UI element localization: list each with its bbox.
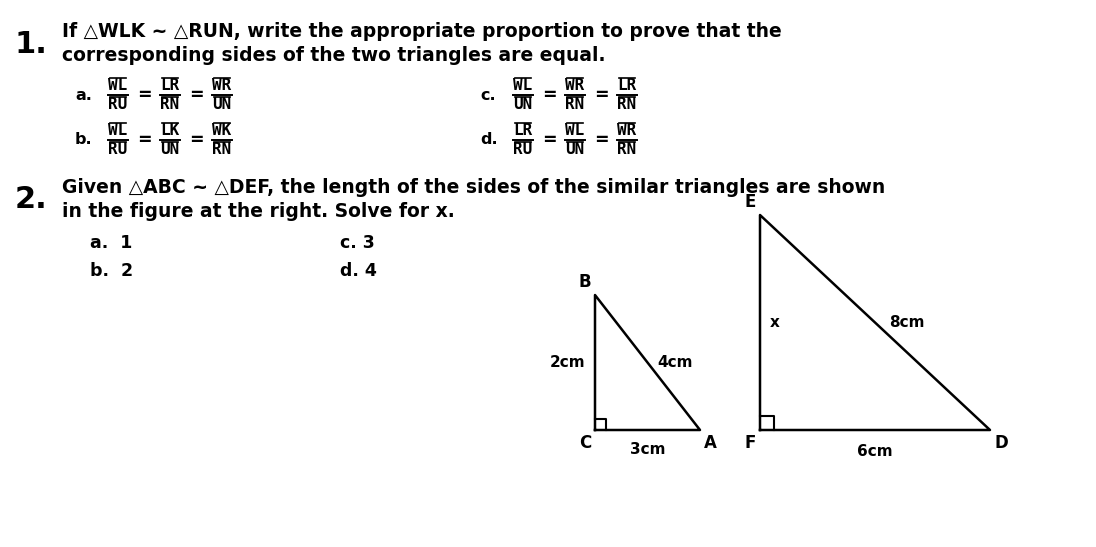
Text: a.  1: a. 1	[90, 234, 133, 252]
Text: WR: WR	[617, 123, 637, 138]
Text: RN: RN	[617, 142, 637, 157]
Text: =: =	[137, 131, 151, 149]
Text: =: =	[594, 86, 608, 104]
Text: 4cm: 4cm	[658, 355, 693, 370]
Text: d.: d.	[480, 132, 498, 148]
Text: RN: RN	[566, 97, 584, 112]
Text: =: =	[541, 86, 557, 104]
Text: 2cm: 2cm	[549, 355, 585, 370]
Text: UN: UN	[566, 142, 584, 157]
Text: 8cm: 8cm	[889, 315, 925, 330]
Text: d. 4: d. 4	[340, 262, 377, 280]
Text: b.  2: b. 2	[90, 262, 133, 280]
Text: WL: WL	[109, 78, 127, 93]
Text: RU: RU	[109, 97, 127, 112]
Text: UN: UN	[213, 97, 231, 112]
Text: Given △ABC ~ △DEF, the length of the sides of the similar triangles are shown: Given △ABC ~ △DEF, the length of the sid…	[62, 178, 886, 197]
Text: 6cm: 6cm	[857, 444, 893, 459]
Text: RN: RN	[617, 97, 637, 112]
Text: LK: LK	[160, 123, 180, 138]
Text: A: A	[704, 434, 717, 452]
Text: b.: b.	[75, 132, 93, 148]
Text: B: B	[579, 273, 591, 291]
Text: x: x	[770, 315, 780, 330]
Text: RN: RN	[213, 142, 231, 157]
Text: WR: WR	[213, 78, 231, 93]
Text: a.: a.	[75, 88, 92, 102]
Text: LR: LR	[160, 78, 180, 93]
Text: RN: RN	[160, 97, 180, 112]
Text: WL: WL	[513, 78, 533, 93]
Text: If △WLK ~ △RUN, write the appropriate proportion to prove that the: If △WLK ~ △RUN, write the appropriate pr…	[62, 22, 781, 41]
Text: WR: WR	[566, 78, 584, 93]
Text: 3cm: 3cm	[630, 442, 665, 457]
Text: UN: UN	[513, 97, 533, 112]
Text: 2.: 2.	[15, 185, 48, 214]
Text: WK: WK	[213, 123, 231, 138]
Text: C: C	[579, 434, 591, 452]
Text: LR: LR	[513, 123, 533, 138]
Text: LR: LR	[617, 78, 637, 93]
Text: F: F	[744, 434, 756, 452]
Text: =: =	[541, 131, 557, 149]
Text: =: =	[137, 86, 151, 104]
Text: =: =	[189, 131, 204, 149]
Text: =: =	[594, 131, 608, 149]
Text: =: =	[189, 86, 204, 104]
Text: corresponding sides of the two triangles are equal.: corresponding sides of the two triangles…	[62, 46, 605, 65]
Text: 1.: 1.	[15, 30, 48, 59]
Text: WL: WL	[109, 123, 127, 138]
Text: UN: UN	[160, 142, 180, 157]
Text: D: D	[994, 434, 1007, 452]
Text: in the figure at the right. Solve for x.: in the figure at the right. Solve for x.	[62, 202, 455, 221]
Text: RU: RU	[513, 142, 533, 157]
Text: c.: c.	[480, 88, 495, 102]
Text: RU: RU	[109, 142, 127, 157]
Text: E: E	[744, 193, 756, 211]
Text: WL: WL	[566, 123, 584, 138]
Text: c. 3: c. 3	[340, 234, 375, 252]
